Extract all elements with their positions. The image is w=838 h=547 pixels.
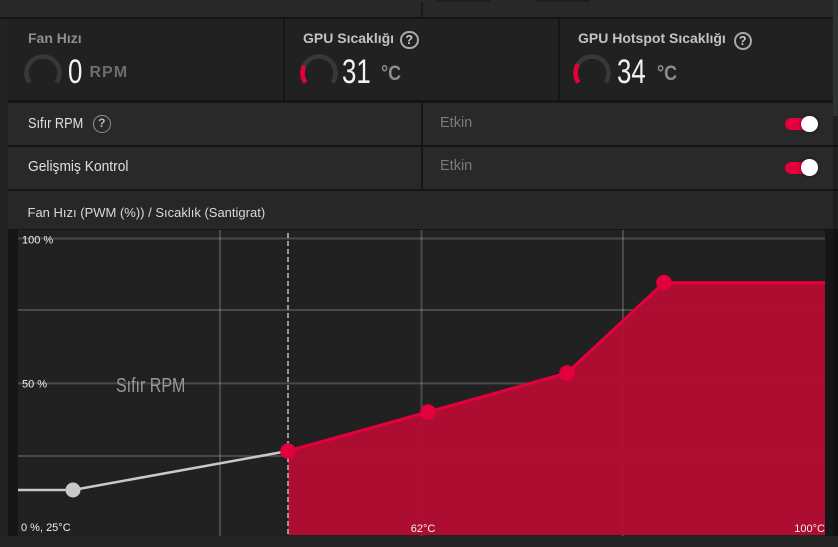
svg-text:Sıfır RPM: Sıfır RPM <box>116 374 185 396</box>
svg-text:62°C: 62°C <box>411 523 436 535</box>
svg-text:100 %: 100 % <box>22 234 53 246</box>
svg-text:0 %, 25°C: 0 %, 25°C <box>21 522 71 534</box>
svg-text:50 %: 50 % <box>22 378 47 390</box>
svg-text:100°C: 100°C <box>794 523 825 535</box>
